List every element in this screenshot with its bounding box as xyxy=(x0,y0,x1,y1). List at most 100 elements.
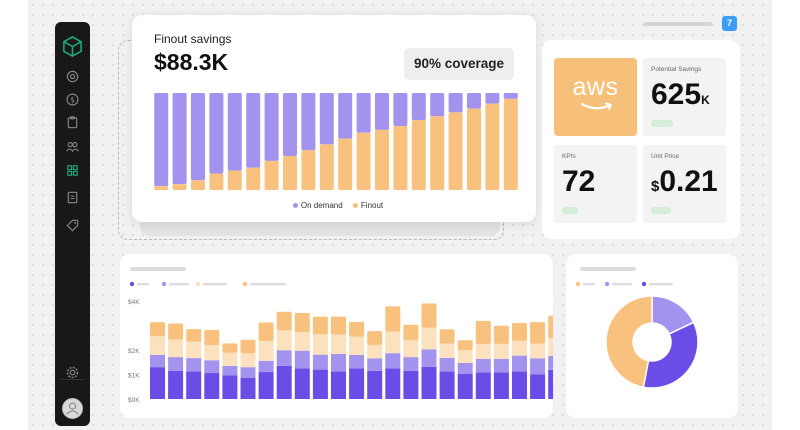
cost-bar-15-series-4 xyxy=(403,324,419,341)
cost-bar-20-series-2 xyxy=(493,358,509,373)
finout-bar-10 xyxy=(319,144,334,190)
grid-icon[interactable] xyxy=(65,163,80,178)
cost-bar-2-series-4 xyxy=(168,323,184,340)
kpis-tile: KPIs 72 xyxy=(554,145,637,223)
cost-bar-17-series-2 xyxy=(439,357,455,372)
unit-price-prefix: $ xyxy=(651,178,660,195)
y-tick-label: $1K xyxy=(128,373,140,380)
cost-bar-5-series-2 xyxy=(222,365,238,376)
distribution-title-placeholder xyxy=(580,267,636,271)
logo-cube-icon[interactable] xyxy=(61,35,84,58)
cost-bar-3-series-3 xyxy=(186,341,202,359)
svg-text:$: $ xyxy=(70,95,75,104)
cost-bar-13-series-2 xyxy=(367,358,383,371)
notification-badge[interactable]: 7 xyxy=(722,16,737,31)
cost-bar-13-series-4 xyxy=(367,331,383,345)
cost-bar-2-series-2 xyxy=(168,357,184,371)
cost-bar-8-series-1 xyxy=(276,365,292,399)
on-demand-bar-5 xyxy=(227,93,242,171)
cost-bar-1-series-1 xyxy=(150,367,165,399)
on-demand-bar-12 xyxy=(356,93,371,133)
cost-bar-6-series-4 xyxy=(240,339,256,354)
cost-bar-5-series-4 xyxy=(222,343,238,353)
finout-bar-5 xyxy=(227,170,242,190)
cost-breakdown-chart: $0K $1K $2K $4K xyxy=(128,267,553,404)
bar-legend-dot-2 xyxy=(161,281,167,287)
finout-bar-18 xyxy=(467,108,481,190)
cost-bar-9-series-3 xyxy=(294,332,310,351)
legend-finout: Finout xyxy=(360,201,384,210)
cost-bar-7-series-4 xyxy=(258,322,274,342)
on-demand-bar-1 xyxy=(154,93,169,187)
donut-legend-label-1 xyxy=(583,283,595,286)
settings-icon[interactable] xyxy=(65,365,80,380)
bar-legend-dot-4 xyxy=(242,281,248,287)
kpis-value: 72 xyxy=(562,165,596,198)
cost-bar-4-series-3 xyxy=(204,345,220,361)
cost-bar-4-series-1 xyxy=(204,373,220,399)
cost-bar-11-series-1 xyxy=(331,371,346,399)
finout-savings-card[interactable]: Finout savings $88.3K 90% coverage On de… xyxy=(132,15,536,222)
avatar[interactable] xyxy=(62,398,83,419)
cost-bar-17-series-4 xyxy=(439,329,455,344)
cost-bar-15-series-1 xyxy=(403,370,419,399)
cost-bar-21-series-3 xyxy=(512,340,527,356)
finout-bar-9 xyxy=(301,150,316,190)
cost-bar-22-series-1 xyxy=(530,374,546,399)
unit-price-tile: Unit Price $0.21 xyxy=(643,145,726,223)
cost-bar-16-series-1 xyxy=(421,366,437,399)
distribution-card[interactable] xyxy=(566,254,738,418)
bar-legend-label-3 xyxy=(203,283,227,286)
cost-breakdown-card[interactable]: $0K $1K $2K $4K xyxy=(120,254,553,418)
cost-bar-3-series-1 xyxy=(186,371,202,399)
finout-bar-8 xyxy=(283,156,297,190)
document-icon[interactable] xyxy=(65,190,80,205)
cost-bar-23-series-1 xyxy=(548,369,553,399)
kpi-card[interactable]: aws Potential Savings 625K KPIs 72 Unit … xyxy=(542,40,740,239)
y-tick-label: $0K xyxy=(128,397,140,404)
cost-bar-7-series-1 xyxy=(258,372,274,399)
cost-bar-10-series-1 xyxy=(312,369,328,399)
finout-bar-16 xyxy=(430,116,445,190)
cost-bar-14-series-3 xyxy=(385,331,401,354)
cost-bar-1-series-2 xyxy=(150,354,165,368)
bar-legend-label-2 xyxy=(169,283,189,286)
cost-bar-19-series-4 xyxy=(475,320,491,345)
on-demand-bar-9 xyxy=(301,93,316,151)
cost-bar-18-series-4 xyxy=(457,340,473,351)
clipboard-icon[interactable] xyxy=(65,115,80,130)
cost-bar-18-series-1 xyxy=(457,374,473,399)
y-tick-label: $2K xyxy=(128,348,140,355)
potential-savings-value: 625 xyxy=(651,78,702,111)
cost-bar-21-series-4 xyxy=(512,323,527,341)
cost-bar-4-series-2 xyxy=(204,360,220,374)
cost-bar-13-series-1 xyxy=(367,370,383,399)
cost-bar-11-series-4 xyxy=(331,316,346,335)
potential-savings-tile: Potential Savings 625K xyxy=(643,58,726,136)
donut-legend-dot-1 xyxy=(575,281,581,287)
users-icon[interactable] xyxy=(65,139,80,154)
on-demand-bar-4 xyxy=(209,93,224,174)
bar-legend-dot-1 xyxy=(129,281,135,287)
target-icon[interactable] xyxy=(65,69,80,84)
finout-legend: On demand Finout xyxy=(132,201,536,210)
finout-bar-11 xyxy=(338,138,353,190)
potential-savings-unit: K xyxy=(701,93,710,107)
cost-bar-6-series-2 xyxy=(240,367,256,378)
on-demand-bar-8 xyxy=(283,93,297,157)
cost-bar-16-series-3 xyxy=(421,327,437,350)
donut-slice-2 xyxy=(642,321,699,389)
cost-bar-1-series-3 xyxy=(150,336,165,355)
top-search-placeholder[interactable] xyxy=(644,22,712,26)
cost-bar-23-series-2 xyxy=(548,355,553,370)
cost-bar-13-series-3 xyxy=(367,344,383,359)
donut-legend-dot-3 xyxy=(641,281,647,287)
cost-bar-22-series-4 xyxy=(530,322,546,344)
cost-bar-4-series-4 xyxy=(204,329,220,346)
finout-bar-15 xyxy=(411,120,426,190)
dollar-icon[interactable]: $ xyxy=(65,92,80,107)
tag-icon[interactable] xyxy=(65,218,80,233)
finout-bar-7 xyxy=(264,160,279,190)
cost-breakdown-title-placeholder xyxy=(130,267,186,271)
on-demand-bar-13 xyxy=(375,93,389,130)
